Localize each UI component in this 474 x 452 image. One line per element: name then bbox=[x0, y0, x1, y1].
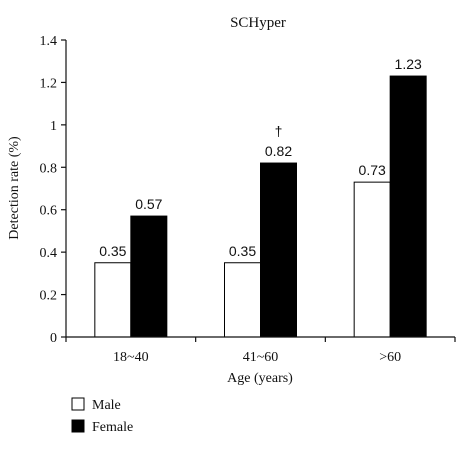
legend-label-female: Female bbox=[92, 420, 133, 435]
data-label: 1.23 bbox=[395, 56, 422, 72]
x-tick-label: 41~60 bbox=[243, 350, 279, 365]
x-tick-label: 18~40 bbox=[113, 350, 149, 365]
y-tick-label: 1.4 bbox=[40, 34, 58, 49]
y-tick-label: 1.2 bbox=[40, 76, 58, 91]
y-axis-label: Detection rate (%) bbox=[7, 136, 22, 240]
data-label: 0.82 bbox=[265, 143, 292, 159]
bar-male bbox=[94, 262, 132, 338]
y-tick-label: 0.6 bbox=[40, 204, 58, 219]
bar-female bbox=[389, 75, 427, 338]
data-label: 0.35 bbox=[229, 243, 256, 259]
legend-swatch-female bbox=[71, 419, 85, 433]
data-label: 0.57 bbox=[135, 196, 162, 212]
plot-area: 0.35 0.57 0.35 0.82 0.73 1.23 † bbox=[94, 56, 427, 338]
y-tick-label: 0 bbox=[50, 331, 57, 346]
annotation-dagger: † bbox=[275, 123, 283, 139]
y-tick-label: 0.2 bbox=[40, 289, 58, 304]
bar-female bbox=[260, 162, 297, 338]
bar-female bbox=[130, 215, 168, 338]
y-tick-label: 0.4 bbox=[40, 246, 58, 261]
legend: Male Female bbox=[71, 397, 133, 435]
y-ticks: 0 0.2 0.4 0.6 0.8 1 1.2 1.4 bbox=[40, 34, 66, 346]
data-label: 0.35 bbox=[99, 243, 126, 259]
bar-male bbox=[353, 181, 391, 338]
y-tick-label: 0.8 bbox=[40, 161, 58, 176]
bar-male bbox=[224, 262, 261, 338]
legend-swatch-male bbox=[71, 397, 85, 411]
x-tick-label: >60 bbox=[379, 350, 401, 365]
chart-title: SCHyper bbox=[230, 15, 286, 31]
data-label: 0.73 bbox=[359, 162, 386, 178]
y-tick-label: 1 bbox=[50, 119, 57, 134]
x-axis-label: Age (years) bbox=[227, 371, 293, 386]
legend-label-male: Male bbox=[92, 398, 121, 413]
x-ticks: 18~40 41~60 >60 bbox=[65, 337, 456, 365]
